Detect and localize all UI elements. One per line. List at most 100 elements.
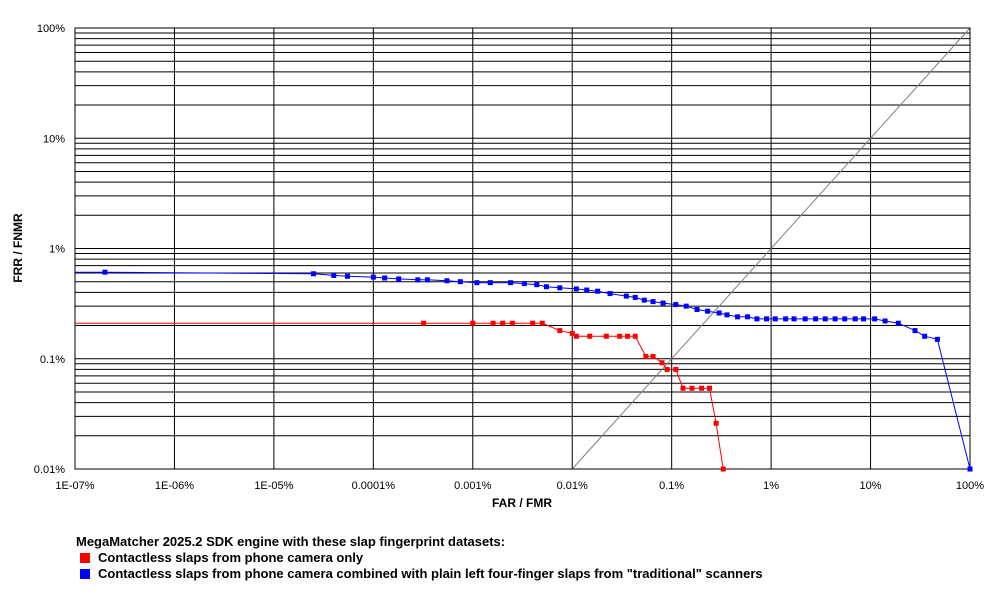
x-tick-label: 1E-06%	[155, 480, 194, 492]
data-point	[530, 320, 536, 326]
data-point	[791, 316, 797, 322]
y-tick-label: 100%	[37, 23, 65, 35]
data-point	[557, 328, 563, 334]
data-point	[521, 281, 527, 287]
data-point	[772, 316, 778, 322]
legend: MegaMatcher 2025.2 SDK engine with these…	[76, 534, 763, 582]
data-point	[922, 333, 928, 339]
data-point	[587, 333, 593, 339]
data-point	[557, 285, 563, 291]
series-1	[75, 269, 973, 472]
series-line-1	[75, 271, 971, 470]
x-tick-label: 100%	[956, 480, 984, 492]
x-tick-label: 1E-07%	[55, 480, 94, 492]
series-layer	[75, 269, 973, 472]
data-point	[623, 293, 629, 299]
legend-item-blue: Contactless slaps from phone camera comb…	[76, 566, 763, 582]
legend-swatch-blue	[80, 569, 90, 579]
data-point	[569, 330, 575, 336]
data-point	[617, 333, 623, 339]
data-point	[625, 333, 631, 339]
data-point	[895, 320, 901, 326]
data-point	[735, 314, 741, 320]
data-point	[603, 333, 609, 339]
data-point	[745, 314, 751, 320]
series-0	[75, 320, 726, 472]
x-axis-title: FAR / FMR	[492, 496, 552, 510]
data-point	[573, 333, 579, 339]
y-tick-label: 0.1%	[40, 354, 65, 366]
data-point	[861, 316, 867, 322]
data-point	[487, 280, 493, 286]
legend-label-blue: Contactless slaps from phone camera comb…	[98, 566, 763, 581]
data-point	[643, 353, 649, 359]
legend-label-red: Contactless slaps from phone camera only	[98, 550, 364, 565]
data-point	[832, 316, 838, 322]
det-curve-chart: 1E-07% 1E-06% 1E-05% 0.0001% 0.001% 0.01% 0.1%…	[11, 23, 984, 510]
data-point	[872, 316, 878, 322]
y-tick-label: 1%	[49, 244, 65, 256]
data-point	[660, 300, 666, 306]
data-point	[842, 316, 848, 322]
grid-lines	[74, 28, 971, 470]
data-point	[754, 316, 760, 322]
legend-title: MegaMatcher 2025.2 SDK engine with these…	[76, 534, 506, 549]
data-point	[706, 385, 712, 391]
data-point	[607, 291, 613, 297]
data-point	[699, 385, 705, 391]
data-point	[673, 366, 679, 372]
data-point	[457, 279, 463, 285]
x-tick-label: 1%	[763, 480, 779, 492]
legend-item-red: Contactless slaps from phone camera only	[76, 550, 763, 566]
data-point	[694, 306, 700, 312]
x-tick-label: 0.0001%	[352, 480, 396, 492]
data-point	[650, 353, 656, 359]
data-point	[632, 333, 638, 339]
data-point	[310, 271, 316, 277]
x-tick-label: 0.001%	[454, 480, 492, 492]
data-point	[683, 303, 689, 309]
data-point	[673, 302, 679, 308]
data-point	[822, 316, 828, 322]
data-point	[584, 287, 590, 293]
plot-frame	[74, 27, 971, 470]
y-tick-label: 10%	[43, 133, 65, 145]
data-point	[331, 272, 337, 278]
data-point	[720, 466, 726, 472]
data-point	[680, 385, 686, 391]
data-point	[659, 360, 665, 366]
x-tick-label: 0.1%	[659, 480, 684, 492]
x-tick-labels: 1E-07% 1E-06% 1E-05% 0.0001% 0.001% 0.01% 0.1%…	[55, 480, 984, 492]
y-tick-label: 0.01%	[34, 464, 65, 476]
data-point	[470, 320, 476, 326]
y-axis-title: FRR / FNMR	[11, 213, 25, 283]
data-point	[539, 320, 545, 326]
data-point	[424, 277, 430, 283]
data-point	[534, 282, 540, 288]
data-point	[705, 308, 711, 314]
reference-diagonal	[571, 27, 971, 470]
data-point	[415, 277, 421, 283]
data-point	[664, 366, 670, 372]
data-point	[421, 320, 427, 326]
series-line-0	[75, 322, 724, 470]
data-point	[934, 336, 940, 342]
data-point	[724, 312, 730, 318]
data-point	[713, 420, 719, 426]
x-tick-label: 10%	[860, 480, 882, 492]
data-point	[474, 280, 480, 286]
data-point	[573, 286, 579, 292]
data-point	[595, 288, 601, 294]
data-point	[813, 316, 819, 322]
data-point	[490, 320, 496, 326]
x-tick-label: 0.01%	[557, 480, 588, 492]
data-point	[500, 320, 506, 326]
data-point	[650, 299, 656, 305]
data-point	[370, 274, 376, 280]
data-point	[882, 318, 888, 324]
data-point	[345, 273, 351, 279]
x-tick-label: 1E-05%	[254, 480, 293, 492]
data-point	[382, 275, 388, 281]
data-point	[716, 310, 722, 316]
data-point	[912, 328, 918, 334]
